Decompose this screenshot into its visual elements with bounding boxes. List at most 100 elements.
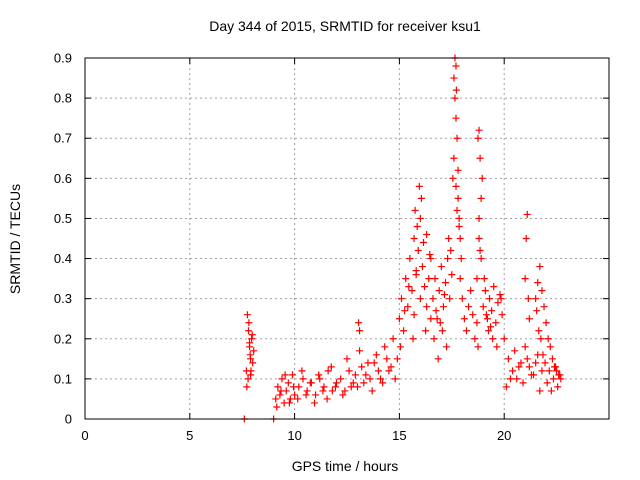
data-point xyxy=(538,287,546,295)
data-point xyxy=(494,299,502,307)
data-point xyxy=(401,307,409,315)
data-point xyxy=(351,371,359,379)
data-point xyxy=(343,355,351,363)
data-point xyxy=(500,335,508,343)
data-point xyxy=(481,287,489,295)
plot-frame xyxy=(84,57,610,420)
data-point xyxy=(477,255,485,263)
data-point xyxy=(539,351,547,359)
data-point xyxy=(475,126,483,134)
data-point xyxy=(355,319,363,327)
data-point xyxy=(511,347,519,355)
y-tick-label: 0.2 xyxy=(54,331,72,346)
data-point xyxy=(290,383,298,391)
data-point xyxy=(549,375,557,383)
data-point xyxy=(243,311,251,319)
data-point xyxy=(471,335,479,343)
data-point xyxy=(381,343,389,351)
data-point xyxy=(391,375,399,383)
data-point xyxy=(524,295,532,303)
y-tick-label: 0.6 xyxy=(54,171,72,186)
data-point xyxy=(249,359,257,367)
data-point xyxy=(413,222,421,230)
data-point xyxy=(437,263,445,271)
data-point xyxy=(273,403,281,411)
data-point xyxy=(421,283,429,291)
data-point xyxy=(277,387,285,395)
data-point xyxy=(452,182,460,190)
data-point xyxy=(425,275,433,283)
data-point xyxy=(377,375,385,383)
data-point xyxy=(513,375,521,383)
data-point xyxy=(393,355,401,363)
data-point xyxy=(498,311,506,319)
data-point xyxy=(521,343,529,351)
data-point xyxy=(289,371,297,379)
data-point xyxy=(456,275,464,283)
data-point xyxy=(448,271,456,279)
data-point xyxy=(440,291,448,299)
data-point xyxy=(415,182,423,190)
data-point xyxy=(439,303,447,311)
data-point xyxy=(552,363,560,371)
data-point xyxy=(364,359,372,367)
data-point xyxy=(532,295,540,303)
data-point xyxy=(545,367,553,375)
data-point xyxy=(476,247,484,255)
data-point xyxy=(306,379,314,387)
data-point xyxy=(356,327,364,335)
data-point xyxy=(383,355,391,363)
data-point xyxy=(434,355,442,363)
data-point xyxy=(454,194,462,202)
data-point xyxy=(450,154,458,162)
data-point xyxy=(397,295,405,303)
data-point xyxy=(504,355,512,363)
data-point xyxy=(312,391,320,399)
data-point xyxy=(502,383,510,391)
data-point xyxy=(557,375,565,383)
data-point xyxy=(426,251,434,259)
data-point xyxy=(449,174,457,182)
data-point xyxy=(362,371,370,379)
data-point xyxy=(515,363,523,371)
data-point xyxy=(416,214,424,222)
data-point xyxy=(400,327,408,335)
data-point xyxy=(337,375,345,383)
data-point xyxy=(410,235,418,242)
data-point xyxy=(244,375,252,383)
data-point xyxy=(482,311,490,319)
data-point xyxy=(523,355,531,363)
data-point xyxy=(284,379,292,387)
data-point xyxy=(250,347,258,355)
data-point xyxy=(315,371,323,379)
data-point xyxy=(408,287,416,295)
data-point xyxy=(243,383,251,391)
data-point xyxy=(412,271,420,279)
data-point xyxy=(423,230,431,238)
data-point xyxy=(534,279,542,287)
data-point xyxy=(435,287,443,295)
data-point xyxy=(474,343,482,351)
data-point xyxy=(410,311,418,319)
data-point xyxy=(484,327,492,335)
data-point xyxy=(462,327,470,335)
data-point xyxy=(327,363,335,371)
data-point xyxy=(548,355,556,363)
data-point xyxy=(298,367,306,375)
data-point xyxy=(523,210,531,218)
data-point xyxy=(476,154,484,162)
data-point xyxy=(538,367,546,375)
data-point xyxy=(536,387,544,395)
y-tick-label: 0.3 xyxy=(54,291,72,306)
data-point xyxy=(402,275,410,283)
data-point xyxy=(387,363,395,371)
data-point xyxy=(320,383,328,391)
data-point xyxy=(395,315,403,323)
chart-title: Day 344 of 2015, SRMTID for receiver ksu… xyxy=(209,18,481,34)
data-point xyxy=(506,375,514,383)
data-point xyxy=(479,303,487,311)
data-point xyxy=(525,363,533,371)
data-point xyxy=(368,387,376,395)
data-point xyxy=(345,367,353,375)
axis-ticks xyxy=(84,57,609,420)
